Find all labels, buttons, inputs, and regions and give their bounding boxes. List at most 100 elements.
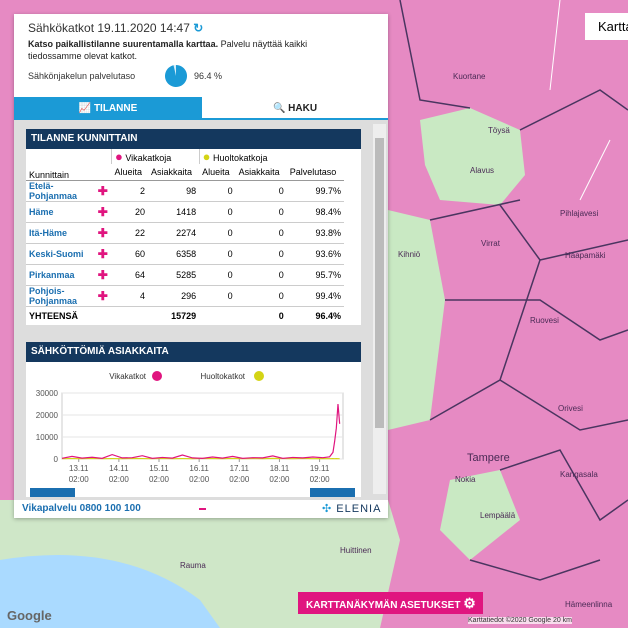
group-label: Huoltokatkoja bbox=[213, 153, 268, 163]
place-label: Virrat bbox=[481, 239, 500, 248]
cell: 99.4% bbox=[315, 291, 341, 301]
total-row: YHTEENSÄ 15729 0 96.4% bbox=[26, 307, 344, 325]
column-label: Kunnittain bbox=[29, 170, 70, 180]
plus-icon[interactable]: ✚ bbox=[97, 289, 108, 303]
place-label: Rauma bbox=[180, 561, 206, 570]
dash bbox=[199, 508, 206, 510]
info-bold: Katso paikallistilanne suurentamalla kar… bbox=[28, 39, 219, 49]
cell: 0 bbox=[227, 207, 233, 217]
scrollbar[interactable] bbox=[373, 124, 386, 494]
cell: 0 bbox=[227, 291, 233, 301]
cell bbox=[94, 307, 111, 325]
plus-icon[interactable]: ✚ bbox=[97, 226, 108, 240]
place-label: Haapamäki bbox=[565, 251, 606, 260]
settings-label: KARTTANÄKYMÄN ASETUKSET bbox=[306, 600, 461, 611]
cell: 60 bbox=[134, 249, 145, 259]
map-type-button[interactable]: Kartta bbox=[585, 13, 628, 40]
service-level-icon bbox=[165, 65, 187, 87]
plus-icon[interactable]: ✚ bbox=[97, 205, 108, 219]
info-text: Palvelu näyttää kaikki tiedossamme oleva… bbox=[28, 39, 308, 61]
table-box: ● Vikakatkoja ● Huoltokatkoja Kunnittain Al… bbox=[26, 149, 361, 325]
service-level-label: Sähkönjakelun palvelutaso bbox=[28, 71, 136, 81]
plus-icon[interactable]: ✚ bbox=[97, 268, 108, 282]
scale: 20 km bbox=[552, 617, 573, 624]
side-panel: Sähkökatkot 19.11.2020 14:47 ↻ Katso pai… bbox=[14, 14, 388, 518]
place-label: Ruovesi bbox=[530, 316, 559, 325]
municipality-link[interactable]: Pirkanmaa bbox=[29, 270, 75, 280]
cell: 2 bbox=[139, 186, 145, 196]
legend-dot bbox=[152, 371, 162, 381]
footer: Vikapalvelu 0800 100 100 ✣ ELENIA bbox=[14, 500, 388, 518]
place-label: Alavus bbox=[470, 166, 495, 175]
x-tick-time: 02:00 bbox=[269, 475, 290, 484]
place-label: Huittinen bbox=[340, 546, 372, 555]
cell: 20 bbox=[134, 207, 145, 217]
place-label: Tampere bbox=[467, 452, 510, 464]
municipality-link[interactable]: Häme bbox=[29, 207, 54, 217]
y-tick-label: 10000 bbox=[36, 433, 59, 442]
cell bbox=[111, 307, 147, 325]
group-cell: ● Vikakatkoja bbox=[110, 149, 200, 164]
tab-label: HAKU bbox=[288, 103, 318, 114]
refresh-icon[interactable]: ↻ bbox=[193, 21, 204, 35]
table-title: TILANNE KUNNITTAIN bbox=[26, 129, 361, 149]
x-tick-time: 02:00 bbox=[109, 475, 130, 484]
row: Pohjois-Pohjanmaa ✚ 4 296 0 0 99.4% bbox=[26, 286, 344, 307]
place-label: Kangasala bbox=[560, 470, 598, 479]
place-label: Nokia bbox=[455, 475, 476, 484]
municipality-link[interactable]: Keski-Suomi bbox=[29, 249, 84, 259]
tab-haku[interactable]: 🔍 HAKU bbox=[202, 97, 388, 120]
cell: 96.4% bbox=[315, 310, 341, 321]
cell: 0 bbox=[227, 228, 233, 238]
cell: 4 bbox=[139, 291, 145, 301]
google-logo: Google bbox=[7, 608, 52, 623]
column-label: Asiakkaita bbox=[238, 167, 280, 177]
place-label: Hämeenlinna bbox=[565, 600, 613, 609]
service-level-pie bbox=[165, 65, 187, 87]
row: Keski-Suomi ✚ 60 6358 0 0 93.6% bbox=[26, 244, 344, 265]
place-label: Lempäälä bbox=[480, 511, 516, 520]
attribution-text: Karttatiedot ©2020 Google bbox=[468, 617, 551, 624]
cell: 64 bbox=[134, 270, 145, 280]
cell: 95.7% bbox=[315, 270, 341, 280]
group-header: ● Vikakatkoja ● Huoltokatkoja bbox=[26, 149, 344, 164]
legend-label: Vikakatkot bbox=[109, 372, 147, 381]
cell: 22 bbox=[134, 228, 145, 238]
municipality-link[interactable]: Pohjois-Pohjanmaa bbox=[29, 286, 78, 306]
x-tick-label: 14.11 bbox=[109, 464, 129, 473]
x-tick-label: 16.11 bbox=[189, 464, 209, 473]
cell: 0 bbox=[278, 249, 284, 259]
x-tick-time: 02:00 bbox=[189, 475, 210, 484]
plus-icon[interactable]: ✚ bbox=[97, 184, 108, 198]
plus-icon[interactable]: ✚ bbox=[97, 247, 108, 261]
cell: 2274 bbox=[176, 228, 197, 238]
chart: 0 10000 20000 30000 13.11 02:00 14.11 02:00 15.1… bbox=[26, 362, 361, 497]
group-label: Vikakatkoja bbox=[125, 153, 172, 163]
x-tick-time: 02:00 bbox=[69, 475, 90, 484]
series-line bbox=[61, 403, 341, 459]
cell bbox=[287, 149, 344, 164]
row: Pirkanmaa ✚ 64 5285 0 0 95.7% bbox=[26, 265, 344, 286]
cell bbox=[199, 307, 235, 325]
group-cell: ● Huoltokatkoja bbox=[198, 149, 287, 164]
attribution: Karttatiedot ©2020 Google 20 km bbox=[468, 617, 573, 624]
column-label: Asiakkaita bbox=[150, 167, 192, 177]
place-label: Orivesi bbox=[558, 404, 583, 413]
phone[interactable]: Vikapalvelu 0800 100 100 bbox=[22, 503, 141, 514]
cell: 98.4% bbox=[315, 207, 341, 217]
cell: 0 bbox=[278, 270, 284, 280]
tab-tilanne[interactable]: 📈 TILANNE bbox=[14, 97, 202, 120]
info: Katso paikallistilanne suurentamalla kar… bbox=[28, 38, 348, 62]
cell: 296 bbox=[181, 291, 197, 301]
settings-button[interactable]: KARTTANÄKYMÄN ASETUKSET ⚙ bbox=[298, 592, 483, 614]
title: Sähkökatkot 19.11.2020 14:47 ↻ bbox=[28, 21, 203, 35]
cell: 0 bbox=[278, 207, 284, 217]
cell: 98 bbox=[186, 186, 197, 196]
municipality-link[interactable]: Etelä-Pohjanmaa bbox=[29, 181, 78, 201]
cell: 0 bbox=[278, 186, 284, 196]
table: ● Vikakatkoja ● Huoltokatkoja Kunnittain Al… bbox=[26, 149, 344, 325]
scroll-thumb[interactable] bbox=[375, 138, 384, 428]
x-tick-label: 18.11 bbox=[270, 464, 290, 473]
municipality-link[interactable]: Itä-Häme bbox=[29, 228, 68, 238]
